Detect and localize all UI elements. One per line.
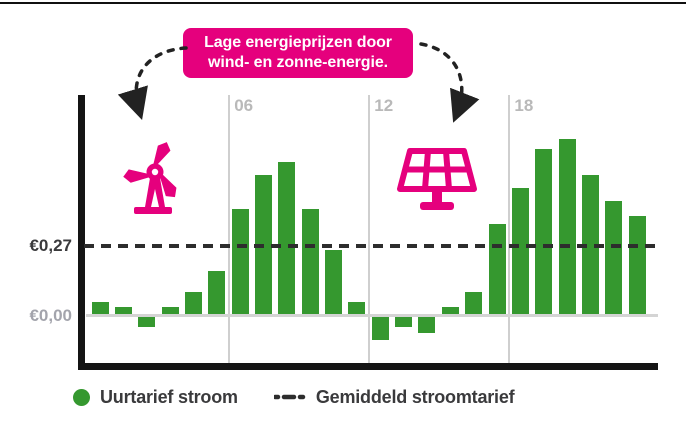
bar-hour-14: [418, 317, 436, 333]
x-tick-label-12: 12: [374, 96, 394, 115]
x-axis-line: [78, 363, 658, 370]
x-tick-label-18: 18: [514, 96, 534, 115]
bar-hour-0: [91, 302, 109, 315]
bar-hour-8: [278, 162, 296, 315]
top-divider: [0, 2, 686, 4]
legend-bar-label: Uurtarief stroom: [100, 386, 238, 407]
bar-hour-13: [395, 317, 413, 327]
wind-turbine-icon: [123, 142, 177, 214]
bar-hour-2: [138, 317, 156, 327]
bar-hour-4: [184, 292, 202, 315]
bar-hour-1: [114, 307, 132, 315]
gridline-18: [508, 95, 511, 363]
x-tick-label-06: 06: [234, 96, 254, 115]
bar-hour-18: [511, 188, 529, 315]
bar-hour-9: [301, 209, 319, 315]
bar-hour-12: [371, 317, 389, 340]
bar-hour-17: [488, 224, 506, 315]
bar-hour-5: [208, 271, 226, 315]
bar-hour-10: [325, 250, 342, 315]
bar-hour-22: [605, 201, 623, 315]
callout-line-2: wind- en zonne-energie.: [208, 54, 388, 71]
gridline-12: [368, 95, 371, 363]
zero-baseline: [86, 314, 658, 317]
legend-avg-label: Gemiddeld stroomtarief: [315, 386, 515, 407]
callout-line-1: Lage energieprijzen door: [204, 33, 392, 51]
plot-area: 06 12 18: [84, 95, 658, 363]
y-axis-label-zero: €0,00: [29, 306, 72, 325]
bar-hour-15: [441, 307, 459, 315]
gridline-06: [228, 95, 231, 363]
y-axis-line: [78, 95, 85, 370]
bar-hour-6: [231, 209, 249, 315]
y-axis-label-average: €0,27: [29, 236, 72, 255]
bar-hour-19: [535, 149, 553, 315]
bar-hour-20: [558, 139, 576, 315]
legend-bar-swatch: [73, 388, 90, 406]
bar-hour-23: [628, 216, 646, 315]
bar-hour-11: [348, 302, 366, 315]
legend-avg-line-swatch: [273, 394, 306, 400]
bar-hour-3: [161, 307, 179, 315]
callout-box: Lage energieprijzen door wind- en zonne-…: [183, 28, 413, 78]
legend: Uurtarief stroom Gemiddeld stroomtarief: [73, 386, 515, 408]
solar-panel-icon: [397, 148, 477, 210]
average-price-dashed-line: [84, 244, 658, 248]
bar-hour-16: [465, 292, 483, 315]
